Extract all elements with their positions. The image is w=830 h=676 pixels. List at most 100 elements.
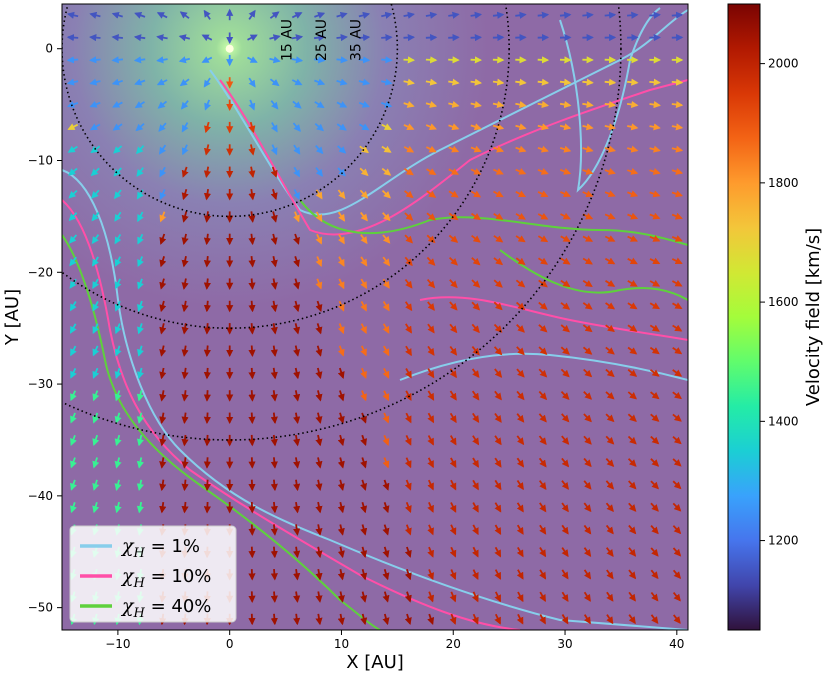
velocity-arrow: [672, 391, 682, 400]
velocity-arrow: [180, 100, 189, 110]
velocity-arrow: [359, 123, 370, 131]
velocity-arrow: [293, 300, 301, 313]
velocity-arrow: [672, 547, 682, 557]
velocity-arrow: [561, 502, 569, 513]
velocity-arrow: [270, 233, 278, 246]
velocity-arrow: [91, 234, 100, 245]
velocity-arrow: [427, 323, 435, 334]
velocity-arrow: [114, 323, 122, 335]
velocity-arrow: [627, 257, 638, 265]
velocity-arrow: [605, 279, 616, 287]
velocity-arrow: [315, 568, 323, 581]
velocity-arrow: [203, 345, 211, 358]
velocity-arrow: [248, 121, 256, 134]
velocity-arrow: [627, 167, 639, 175]
velocity-arrow: [270, 323, 278, 335]
velocity-arrow: [583, 524, 592, 535]
velocity-arrow: [649, 11, 661, 19]
velocity-arrow: [605, 391, 615, 400]
velocity-arrow: [404, 212, 414, 221]
velocity-arrow: [559, 168, 572, 175]
velocity-arrow: [201, 34, 213, 42]
velocity-arrow: [360, 568, 368, 581]
velocity-arrow: [404, 524, 412, 536]
velocity-arrow: [67, 145, 78, 153]
velocity-arrow: [382, 345, 390, 357]
velocity-arrow: [136, 457, 144, 469]
velocity-arrow: [538, 457, 547, 468]
velocity-arrow: [448, 11, 460, 19]
velocity-arrow: [181, 390, 189, 402]
velocity-arrow: [671, 123, 684, 131]
velocity-arrow: [181, 501, 189, 514]
velocity-arrow: [672, 614, 681, 624]
velocity-arrow: [359, 145, 369, 154]
velocity-arrow: [538, 413, 547, 423]
velocity-arrow: [559, 123, 572, 131]
velocity-arrow: [671, 11, 684, 19]
velocity-arrow: [650, 480, 660, 490]
velocity-arrow: [672, 525, 682, 535]
velocity-arrow: [449, 301, 458, 311]
velocity-arrow: [293, 524, 301, 536]
velocity-arrow: [582, 235, 594, 242]
velocity-arrow: [470, 11, 483, 19]
velocity-arrow: [360, 390, 367, 402]
velocity-arrow: [91, 211, 100, 222]
velocity-arrow: [515, 145, 527, 153]
velocity-arrow: [337, 591, 345, 603]
velocity-arrow: [605, 368, 615, 378]
velocity-arrow: [270, 412, 278, 425]
velocity-arrow: [269, 78, 280, 87]
velocity-arrow: [382, 434, 390, 446]
velocity-arrow: [470, 78, 483, 86]
velocity-arrow: [134, 12, 146, 19]
velocity-arrow: [159, 412, 167, 425]
velocity-arrow: [293, 434, 301, 447]
velocity-arrow: [403, 100, 415, 108]
velocity-arrow: [426, 190, 437, 198]
velocity-arrow: [539, 502, 547, 513]
velocity-arrow: [605, 480, 615, 490]
y-axis: −50 −40 −30 −20 −10 0: [28, 42, 62, 615]
velocity-arrow: [381, 56, 393, 64]
velocity-arrow: [560, 212, 571, 220]
velocity-arrow: [515, 168, 527, 175]
velocity-arrow: [92, 367, 100, 379]
velocity-arrow: [561, 569, 569, 580]
velocity-arrow: [337, 479, 345, 491]
velocity-arrow: [448, 100, 460, 108]
velocity-arrow: [66, 34, 79, 42]
velocity-arrow: [627, 368, 638, 377]
velocity-arrow: [470, 100, 482, 108]
velocity-arrow: [448, 168, 459, 175]
velocity-arrow: [270, 591, 278, 603]
velocity-arrow: [248, 412, 256, 425]
velocity-arrow: [561, 591, 569, 603]
velocity-arrow: [582, 346, 593, 355]
velocity-arrow: [649, 346, 660, 355]
velocity-arrow: [604, 167, 616, 175]
velocity-arrow: [360, 278, 368, 290]
velocity-arrow: [427, 479, 434, 491]
velocity-arrow: [583, 614, 591, 625]
velocity-arrow: [628, 480, 637, 490]
velocity-arrow: [515, 78, 527, 86]
x-tick-label: 40: [669, 637, 684, 651]
velocity-arrow: [315, 390, 323, 402]
velocity-arrow: [270, 479, 278, 492]
velocity-arrow: [247, 56, 258, 63]
velocity-arrow: [293, 501, 301, 514]
velocity-arrow: [448, 256, 458, 266]
velocity-arrow: [314, 78, 326, 86]
velocity-arrow: [315, 591, 323, 603]
velocity-arrow: [538, 301, 548, 310]
x-tick-label: 20: [446, 637, 461, 651]
velocity-arrow: [113, 167, 122, 177]
velocity-arrow: [293, 323, 301, 335]
velocity-arrow: [181, 233, 189, 246]
velocity-arrow: [112, 101, 123, 108]
x-tick-label: −10: [105, 637, 130, 651]
velocity-arrow: [181, 278, 189, 290]
velocity-arrow: [470, 212, 481, 221]
